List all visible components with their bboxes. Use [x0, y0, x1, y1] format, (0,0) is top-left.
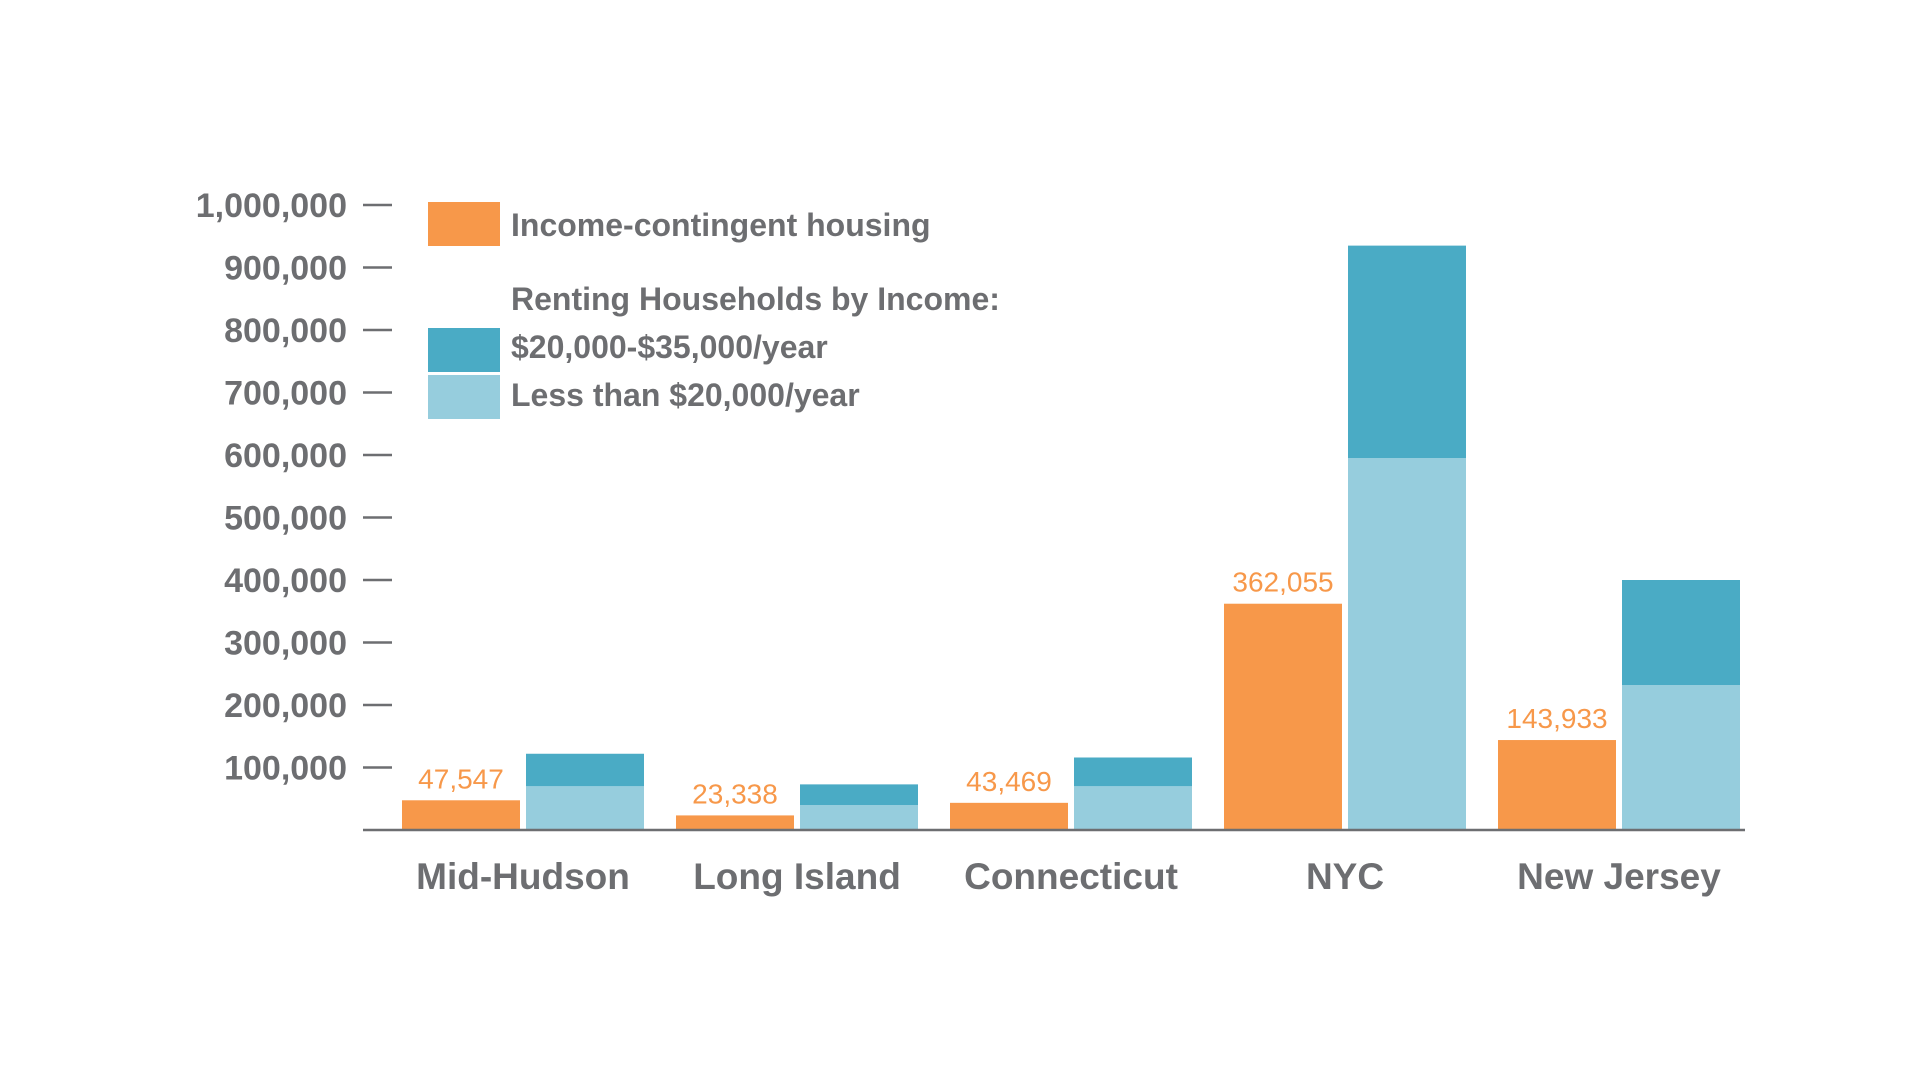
x-category-label: Connecticut — [964, 856, 1178, 897]
legend-label-income-contingent: Income-contingent housing — [511, 207, 931, 243]
y-tick-label: 900,000 — [224, 250, 347, 288]
bar-income-contingent — [402, 800, 520, 830]
data-label-income-contingent: 362,055 — [1232, 567, 1333, 598]
x-category-label: Mid-Hudson — [416, 856, 630, 897]
data-label-income-contingent: 43,469 — [966, 766, 1052, 797]
bar-20k-35k — [526, 753, 644, 787]
legend-label-20-35k: $20,000-$35,000/year — [511, 329, 828, 365]
data-label-income-contingent: 143,933 — [1506, 703, 1607, 734]
data-label-income-contingent: 23,338 — [692, 778, 778, 809]
y-tick-label: 1,000,000 — [196, 187, 347, 225]
x-category-label: NYC — [1306, 856, 1384, 897]
y-tick-label: 300,000 — [224, 625, 347, 663]
y-tick-label: 200,000 — [224, 687, 347, 725]
bar-20k-35k — [1074, 757, 1192, 787]
bar-20k-35k — [1622, 580, 1740, 685]
bar-income-contingent — [950, 802, 1068, 830]
y-axis: 100,000 200,000 300,000 400,000 500,000 600,0… — [196, 187, 392, 788]
bar-income-contingent — [676, 815, 794, 830]
legend-title-renting-households: Renting Households by Income: — [511, 281, 1000, 317]
y-tick-label: 500,000 — [224, 500, 347, 538]
legend-swatch-20-35k — [428, 328, 500, 372]
x-category-label: Long Island — [693, 856, 901, 897]
bar-income-contingent — [1224, 603, 1342, 830]
bar-less-than-20k — [1622, 685, 1740, 830]
bar-income-contingent — [1498, 740, 1616, 830]
legend-label-under-20k: Less than $20,000/year — [511, 377, 860, 413]
y-tick-label: 600,000 — [224, 437, 347, 475]
bar-less-than-20k — [800, 805, 918, 830]
y-tick-label: 700,000 — [224, 375, 347, 413]
data-label-income-contingent: 47,547 — [418, 763, 504, 794]
data-labels: 47,547 23,338 43,469 362,055 143,933 — [418, 567, 1607, 810]
legend-swatch-under-20k — [428, 375, 500, 419]
x-axis: Mid-Hudson Long Island Connecticut NYC New J… — [363, 828, 1745, 897]
bar-less-than-20k — [1348, 458, 1466, 830]
bars — [402, 245, 1740, 830]
x-category-label: New Jersey — [1517, 856, 1721, 897]
legend: Income-contingent housing Renting Househ… — [428, 202, 1000, 419]
y-tick-label: 100,000 — [224, 750, 347, 788]
bar-20k-35k — [1348, 245, 1466, 459]
bar-20k-35k — [800, 784, 918, 805]
legend-swatch-income-contingent — [428, 202, 500, 246]
bar-less-than-20k — [526, 786, 644, 830]
y-tick-label: 400,000 — [224, 562, 347, 600]
bar-less-than-20k — [1074, 786, 1192, 830]
y-tick-label: 800,000 — [224, 312, 347, 350]
